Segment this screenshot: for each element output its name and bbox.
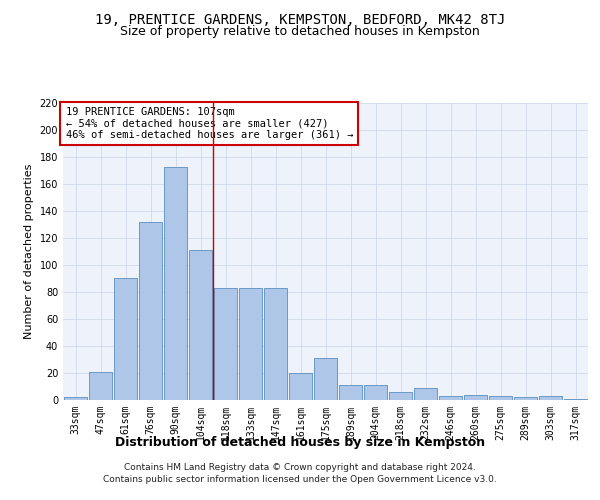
Bar — [439, 396, 463, 400]
Bar — [139, 222, 163, 400]
Bar — [314, 358, 337, 400]
Text: 19, PRENTICE GARDENS, KEMPSTON, BEDFORD, MK42 8TJ: 19, PRENTICE GARDENS, KEMPSTON, BEDFORD,… — [95, 12, 505, 26]
Bar — [113, 278, 137, 400]
Bar — [239, 288, 262, 400]
Text: Size of property relative to detached houses in Kempston: Size of property relative to detached ho… — [120, 25, 480, 38]
Bar — [89, 372, 112, 400]
Bar — [289, 373, 313, 400]
Bar — [338, 385, 362, 400]
Bar — [364, 385, 388, 400]
Bar — [164, 168, 187, 400]
Bar — [563, 398, 587, 400]
Y-axis label: Number of detached properties: Number of detached properties — [24, 164, 34, 339]
Bar — [514, 398, 538, 400]
Bar — [64, 398, 88, 400]
Bar — [413, 388, 437, 400]
Bar — [214, 288, 238, 400]
Bar — [539, 396, 562, 400]
Bar — [464, 394, 487, 400]
Bar — [263, 288, 287, 400]
Text: 19 PRENTICE GARDENS: 107sqm
← 54% of detached houses are smaller (427)
46% of se: 19 PRENTICE GARDENS: 107sqm ← 54% of det… — [65, 107, 353, 140]
Text: Contains HM Land Registry data © Crown copyright and database right 2024.: Contains HM Land Registry data © Crown c… — [124, 464, 476, 472]
Bar — [188, 250, 212, 400]
Text: Distribution of detached houses by size in Kempston: Distribution of detached houses by size … — [115, 436, 485, 449]
Text: Contains public sector information licensed under the Open Government Licence v3: Contains public sector information licen… — [103, 474, 497, 484]
Bar — [389, 392, 412, 400]
Bar — [488, 396, 512, 400]
